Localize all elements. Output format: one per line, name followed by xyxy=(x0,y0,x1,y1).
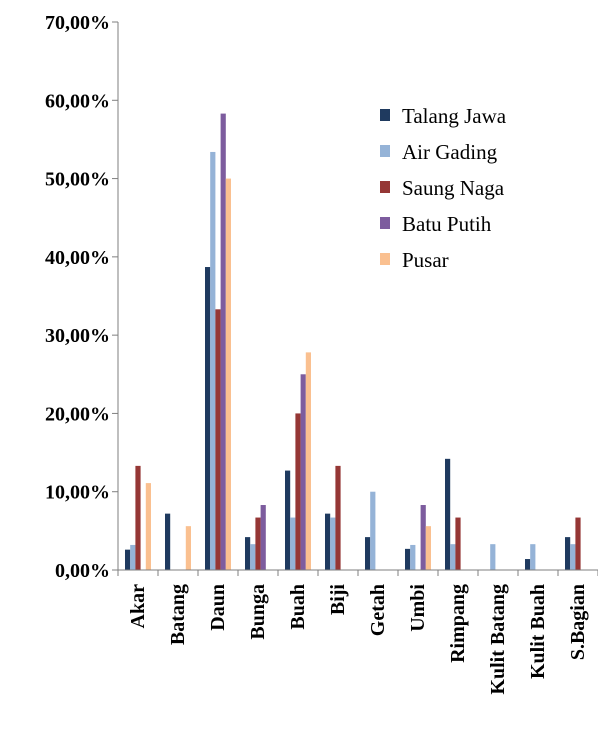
bar xyxy=(405,548,411,570)
bar xyxy=(455,517,461,570)
x-tick-label: Kulit Batang xyxy=(487,584,509,695)
bar xyxy=(225,178,231,570)
legend-label: Talang Jawa xyxy=(402,104,507,128)
bar xyxy=(185,526,191,570)
bar xyxy=(245,537,251,570)
bar xyxy=(335,465,341,570)
y-tick-label: 60,00% xyxy=(45,90,110,112)
legend-label: Air Gading xyxy=(402,140,498,164)
legend-label: Saung Naga xyxy=(402,176,505,200)
y-tick-label: 20,00% xyxy=(45,403,110,425)
bar xyxy=(130,544,136,570)
bar xyxy=(450,544,456,570)
bars xyxy=(125,113,581,570)
bar xyxy=(530,544,536,570)
bar xyxy=(220,113,226,570)
bar xyxy=(165,513,171,570)
x-tick-label: Akar xyxy=(127,584,149,629)
bar xyxy=(210,151,216,570)
y-tick-label: 40,00% xyxy=(45,247,110,269)
legend-swatch xyxy=(380,181,390,193)
bar xyxy=(145,483,151,570)
bar xyxy=(250,544,256,570)
y-tick-label: 50,00% xyxy=(45,169,110,191)
bar xyxy=(285,470,291,570)
x-tick-label: S.Bagian xyxy=(567,584,589,660)
bar xyxy=(525,559,531,570)
x-tick-label: Biji xyxy=(327,584,349,616)
bar xyxy=(425,526,431,570)
x-tick-label: Rimpang xyxy=(447,584,469,663)
legend-item: Air Gading xyxy=(380,140,498,164)
y-axis: 0,00% 10,00% 20,00% 30,00% 40,00% 50,00% 60,00… xyxy=(45,12,119,582)
legend-item: Batu Putih xyxy=(380,212,492,236)
bar xyxy=(410,544,416,570)
x-tick-label: Getah xyxy=(367,584,389,636)
y-tick-label: 70,00% xyxy=(45,12,110,34)
bar xyxy=(575,517,581,570)
legend-item: Saung Naga xyxy=(380,176,505,200)
legend-item: Talang Jawa xyxy=(380,104,507,128)
bar xyxy=(205,267,211,570)
bar xyxy=(295,413,301,570)
bar xyxy=(305,352,311,570)
y-tick-label: 0,00% xyxy=(55,560,110,582)
legend-label: Pusar xyxy=(402,248,449,272)
bar xyxy=(135,465,141,570)
bar xyxy=(365,537,371,570)
legend-swatch xyxy=(380,217,390,229)
bar xyxy=(370,491,376,570)
bar xyxy=(490,544,496,570)
x-tick-label: Umbi xyxy=(407,584,429,632)
x-tick-label: Kulit Buah xyxy=(527,584,549,679)
bar xyxy=(215,309,221,570)
legend-swatch xyxy=(380,145,390,157)
bar xyxy=(300,374,306,570)
x-tick-label: Bunga xyxy=(247,584,269,640)
legend: Talang Jawa Air Gading Saung Naga Batu Puti… xyxy=(380,104,507,272)
legend-swatch xyxy=(380,109,390,121)
bar xyxy=(260,505,266,570)
bar xyxy=(565,537,571,570)
bar xyxy=(330,517,336,570)
y-tick-label: 10,00% xyxy=(45,482,110,504)
bar xyxy=(125,549,131,570)
bar xyxy=(325,513,331,570)
legend-label: Batu Putih xyxy=(402,212,492,236)
bar xyxy=(445,458,451,570)
bar xyxy=(570,544,576,570)
x-tick-label: Batang xyxy=(167,584,189,645)
x-axis: Akar Batang Daun Bunga Buah Biji Getah Umbi Rimp… xyxy=(117,569,598,695)
legend-item: Pusar xyxy=(380,248,449,272)
x-tick-label: Daun xyxy=(207,584,229,631)
bar xyxy=(420,505,426,570)
bar xyxy=(255,517,261,570)
bar xyxy=(290,517,296,570)
legend-swatch xyxy=(380,253,390,265)
y-tick-label: 30,00% xyxy=(45,325,110,347)
x-tick-label: Buah xyxy=(287,584,309,630)
